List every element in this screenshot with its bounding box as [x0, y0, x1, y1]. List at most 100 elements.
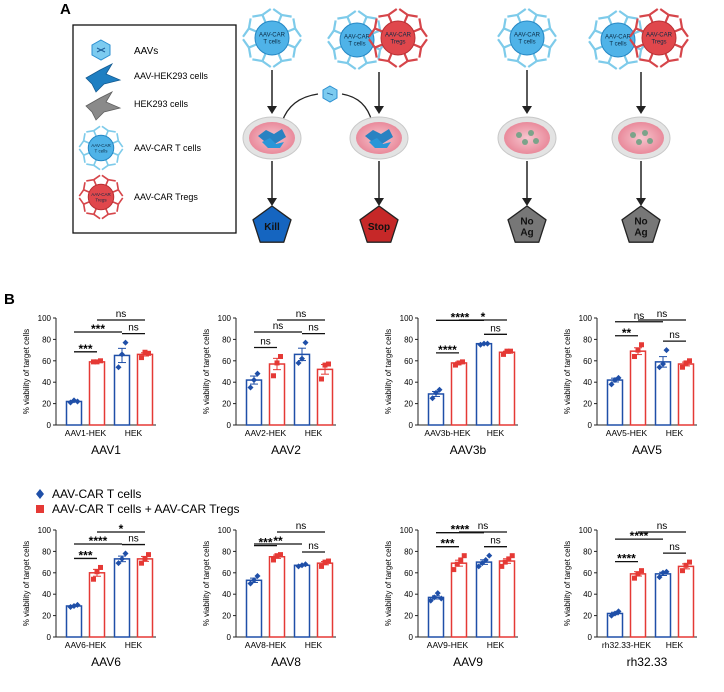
- cell-label: Tregs: [651, 40, 666, 46]
- car-receptor-arm: [420, 38, 428, 49]
- dish-1: [242, 116, 302, 160]
- car-receptor-arm: [117, 197, 124, 205]
- y-tick-label: 20: [222, 612, 231, 621]
- car-receptor: [664, 53, 670, 62]
- data-point: [615, 608, 622, 615]
- car-receptor: [387, 53, 393, 62]
- car-receptor-arm: [618, 62, 629, 70]
- data-point: [680, 568, 685, 574]
- chart-AAV1: 0 20 40 60 80 100 % viability of target cells A…: [22, 309, 156, 457]
- car-receptor-arm: [346, 10, 357, 18]
- car-receptor-arm: [668, 58, 679, 63]
- significance-label: ****: [438, 343, 457, 357]
- column4-arrowhead2: [636, 198, 646, 206]
- cell-label: AAV-CAR: [514, 33, 541, 39]
- significance-label: ns: [116, 309, 127, 320]
- bar: [677, 363, 695, 426]
- data-point: [74, 398, 81, 405]
- cell-label: Tregs: [95, 197, 107, 202]
- car-receptor-arm: [536, 13, 547, 18]
- car-receptor-arm: [547, 47, 552, 58]
- outcome-label: Ag: [634, 228, 647, 239]
- car-receptor-arm: [117, 148, 124, 156]
- outcome-label: Ag: [520, 228, 533, 239]
- y-tick-label: 100: [218, 526, 232, 535]
- chart-title: AAV8: [271, 655, 301, 669]
- car-receptor-arm: [86, 178, 94, 182]
- car-receptor: [374, 27, 383, 33]
- aav-source-icon: [322, 85, 338, 103]
- car-receptor-arm: [86, 212, 94, 216]
- car-receptor-arm: [377, 20, 382, 31]
- data-point: [501, 351, 506, 357]
- car-receptor-arm: [116, 155, 120, 163]
- car-receptor: [93, 130, 97, 137]
- y-tick-label: 100: [38, 526, 52, 535]
- y-tick-label: 80: [583, 547, 592, 556]
- data-point: [680, 364, 685, 370]
- y-tick-label: 40: [222, 378, 231, 387]
- car-receptor-arm: [366, 60, 377, 65]
- data-point: [639, 342, 644, 348]
- car-receptor-arm: [261, 8, 272, 16]
- aav-curve-left: [281, 93, 319, 123]
- car-receptor: [387, 14, 393, 23]
- bar: [136, 353, 154, 426]
- significance-label: ns: [128, 534, 139, 545]
- significance-label: ***: [440, 537, 454, 551]
- data-point: [142, 556, 148, 562]
- y-tick-label: 60: [583, 357, 592, 366]
- data-point: [322, 559, 328, 565]
- data-point: [274, 360, 280, 366]
- data-point: [481, 340, 487, 347]
- data-point: [91, 576, 96, 582]
- bar: [293, 353, 311, 426]
- car-receptor-arm: [387, 8, 398, 16]
- data-point: [509, 553, 515, 559]
- x-tick-label: HEK: [666, 428, 684, 438]
- car-receptor: [105, 130, 109, 137]
- bar: [475, 561, 493, 638]
- data-point: [632, 354, 637, 360]
- data-point: [434, 590, 441, 597]
- car-receptor-arm: [659, 60, 670, 68]
- y-tick-label: 100: [579, 314, 593, 323]
- data-point: [299, 355, 305, 362]
- y-tick-label: 40: [42, 590, 51, 599]
- outcome-label: No: [520, 217, 533, 228]
- bar: [629, 573, 647, 638]
- car-receptor-arm: [82, 155, 86, 163]
- car-receptor: [674, 27, 683, 33]
- data-point: [251, 577, 257, 584]
- significance-label: ****: [630, 529, 649, 543]
- data-point: [453, 362, 458, 368]
- data-point: [427, 597, 434, 604]
- outcome-pentagon: [621, 205, 661, 243]
- data-point: [456, 360, 462, 366]
- cell-label: T cells: [518, 40, 535, 46]
- y-tick-label: 80: [222, 547, 231, 556]
- bar: [498, 560, 516, 638]
- y-tick-label: 40: [404, 378, 413, 387]
- bar: [606, 612, 624, 638]
- significance-label: ****: [89, 534, 108, 548]
- significance-label: ****: [451, 523, 470, 537]
- data-point: [122, 550, 129, 557]
- car-receptor-arm: [681, 27, 689, 38]
- y-tick-label: 20: [42, 612, 51, 621]
- data-point: [274, 553, 280, 559]
- data-point: [502, 559, 508, 565]
- y-axis-label: % viability of target cells: [202, 541, 211, 626]
- cell-label: AAV-CAR: [91, 143, 111, 148]
- x-tick-label: HEK: [305, 428, 323, 438]
- car-receptor-arm: [373, 47, 378, 58]
- chart-title: AAV2: [271, 443, 301, 457]
- car-receptor-arm: [516, 8, 527, 16]
- car-receptor: [648, 14, 654, 23]
- aav-hek-cell-icon: [85, 63, 122, 93]
- y-axis-label: % viability of target cells: [384, 329, 393, 414]
- car-receptor-arm: [86, 129, 94, 133]
- cell-label: T cells: [348, 42, 365, 48]
- y-tick-label: 80: [583, 335, 592, 344]
